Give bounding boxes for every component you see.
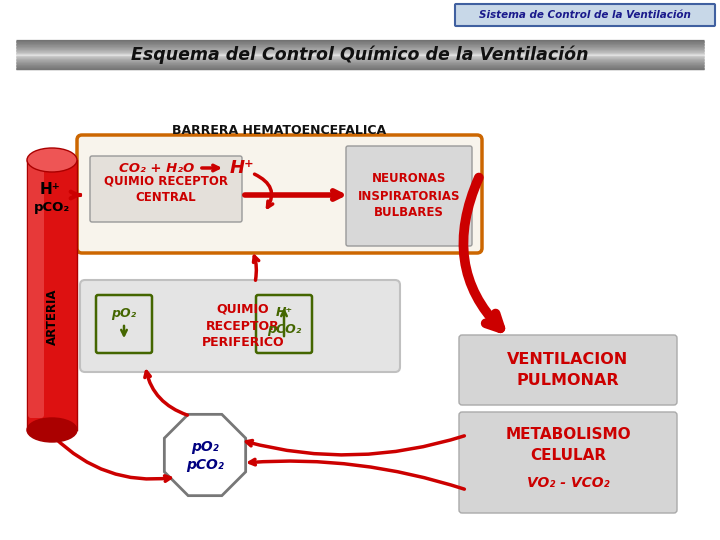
FancyBboxPatch shape [256, 295, 312, 353]
Ellipse shape [27, 148, 77, 172]
Text: VENTILACION
PULMONAR: VENTILACION PULMONAR [508, 352, 629, 388]
FancyBboxPatch shape [346, 146, 472, 246]
Text: QUIMIO
RECEPTOR
PERIFERICO: QUIMIO RECEPTOR PERIFERICO [202, 302, 284, 349]
Text: VO₂ - VCO₂: VO₂ - VCO₂ [527, 476, 609, 490]
Text: pCO₂: pCO₂ [186, 458, 224, 472]
FancyBboxPatch shape [80, 280, 400, 372]
Polygon shape [164, 414, 246, 496]
FancyBboxPatch shape [90, 156, 242, 222]
Text: BARRERA HEMATOENCEFALICA: BARRERA HEMATOENCEFALICA [172, 124, 387, 137]
Text: pO₂: pO₂ [191, 440, 219, 454]
Text: ARTERIA: ARTERIA [45, 289, 58, 346]
FancyBboxPatch shape [96, 295, 152, 353]
Text: pCO₂: pCO₂ [34, 201, 70, 214]
Ellipse shape [27, 418, 77, 442]
FancyBboxPatch shape [459, 412, 677, 513]
Text: Sistema de Control de la Ventilación: Sistema de Control de la Ventilación [479, 10, 691, 20]
FancyBboxPatch shape [77, 135, 482, 253]
Text: pO₂: pO₂ [112, 307, 137, 320]
FancyBboxPatch shape [459, 335, 677, 405]
Text: H⁺: H⁺ [230, 159, 254, 177]
Text: CO₂ + H₂O: CO₂ + H₂O [120, 161, 194, 174]
FancyBboxPatch shape [455, 4, 715, 26]
FancyBboxPatch shape [28, 162, 44, 418]
Text: Esquema del Control Químico de la Ventilación: Esquema del Control Químico de la Ventil… [131, 46, 589, 64]
FancyBboxPatch shape [27, 160, 77, 430]
Text: QUIMIO RECEPTOR
CENTRAL: QUIMIO RECEPTOR CENTRAL [104, 174, 228, 204]
Text: NEURONAS
INSPIRATORIAS
BULBARES: NEURONAS INSPIRATORIAS BULBARES [358, 172, 460, 219]
Text: METABOLISMO
CELULAR: METABOLISMO CELULAR [505, 427, 631, 463]
Text: pCO₂: pCO₂ [267, 322, 301, 335]
Text: H⁺: H⁺ [40, 183, 60, 198]
Text: H⁺: H⁺ [276, 307, 292, 320]
